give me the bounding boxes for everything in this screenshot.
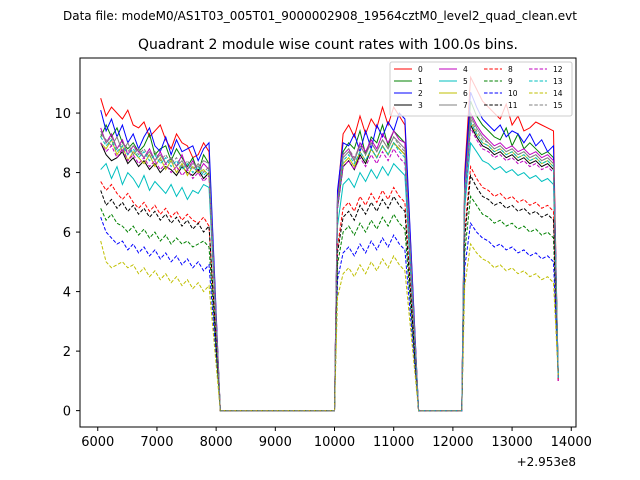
- x-tick-label: 7000: [140, 435, 173, 450]
- legend-label-9: 9: [508, 77, 513, 86]
- x-tick-label: 11000: [373, 435, 414, 450]
- y-tick-label: 2: [63, 345, 71, 360]
- x-tick-label: 12000: [432, 435, 473, 450]
- legend-label-11: 11: [508, 101, 518, 110]
- series-line-14: [100, 240, 559, 412]
- file-suptitle: Data file: modeM0/AS1T03_005T01_90000029…: [63, 9, 577, 23]
- x-tick-label: 6000: [81, 435, 114, 450]
- legend-label-14: 14: [553, 89, 563, 98]
- axes-frame: [79, 57, 577, 428]
- series-line-8: [100, 164, 559, 412]
- y-axis: 0 2 4 6 8 10: [54, 107, 80, 420]
- series-line-12: [100, 126, 559, 412]
- legend-label-6: 6: [463, 89, 468, 98]
- legend-label-15: 15: [553, 101, 563, 110]
- series-line-6: [100, 120, 559, 412]
- x-tick-label: 13000: [491, 435, 532, 450]
- x-tick-label: 9000: [259, 435, 292, 450]
- series-line-11: [100, 173, 559, 412]
- legend-label-3: 3: [418, 101, 423, 110]
- series-line-4: [100, 111, 559, 412]
- series-line-10: [100, 217, 559, 412]
- y-tick-label: 0: [63, 405, 71, 420]
- legend-label-5: 5: [463, 77, 468, 86]
- x-tick-label: 8000: [200, 435, 233, 450]
- series-line-15: [100, 117, 559, 412]
- legend-label-12: 12: [553, 65, 563, 74]
- y-tick-label: 8: [63, 167, 71, 182]
- plot-lines: [100, 75, 559, 412]
- x-tick-label: 14000: [551, 435, 592, 450]
- legend-label-1: 1: [418, 77, 423, 86]
- legend-label-13: 13: [553, 77, 563, 86]
- legend-label-0: 0: [418, 65, 423, 74]
- x-offset-label: +2.953e8: [517, 455, 576, 469]
- legend-label-7: 7: [463, 101, 468, 110]
- legend-label-10: 10: [508, 89, 518, 98]
- x-tick-label: 10000: [314, 435, 355, 450]
- chart-title: Quadrant 2 module wise count rates with …: [138, 37, 518, 53]
- legend-box: [389, 61, 573, 117]
- legend-label-8: 8: [508, 65, 513, 74]
- series-line-5: [100, 141, 559, 412]
- legend-label-2: 2: [418, 89, 423, 98]
- y-tick-label: 10: [54, 107, 71, 122]
- series-line-3: [100, 123, 559, 412]
- series-line-9: [100, 194, 559, 412]
- y-tick-label: 4: [63, 286, 71, 301]
- y-tick-label: 6: [63, 226, 71, 241]
- legend-label-4: 4: [463, 65, 468, 74]
- x-axis: 6000 7000 8000 9000 10000 11000 12000 13000 1400…: [81, 427, 592, 450]
